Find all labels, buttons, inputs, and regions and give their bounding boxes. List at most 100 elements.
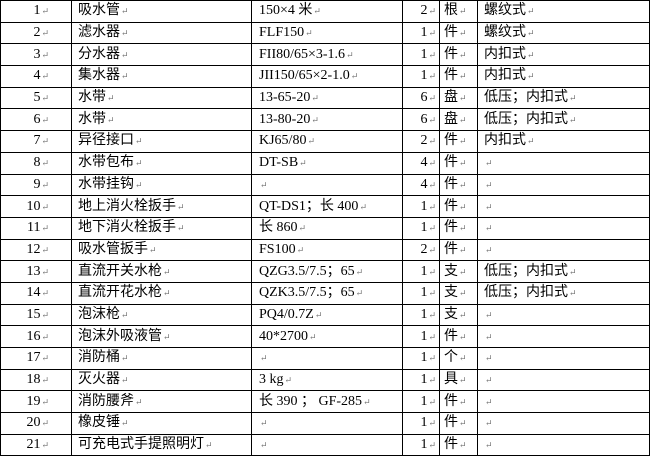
item-name: 吸水管 [71, 0, 252, 23]
item-note: 内扣式 [477, 130, 650, 153]
item-unit: 件 [439, 195, 478, 218]
item-spec: 40*2700 [251, 325, 403, 348]
item-name: 地上消火栓扳手 [71, 195, 252, 218]
item-quantity: 2 [402, 130, 440, 153]
item-spec: QZK3.5/7.5；65 [251, 281, 403, 305]
item-note [477, 325, 650, 348]
item-note [477, 238, 650, 262]
item-name: 直流开花水枪 [71, 281, 252, 305]
item-note [477, 195, 650, 218]
item-name: 地下消火栓扳手 [71, 216, 252, 240]
item-number: 8 [0, 151, 72, 175]
item-note: 低压；内扣式 [477, 108, 650, 132]
item-number: 21 [0, 433, 72, 456]
item-number: 18 [0, 368, 72, 392]
item-name: 泡沫外吸液管 [71, 325, 252, 348]
item-number: 12 [0, 238, 72, 262]
item-note [477, 151, 650, 175]
item-unit: 件 [439, 238, 478, 262]
item-name: 集水器 [71, 65, 252, 88]
table-row: 12吸水管扳手FS1002件 [0, 238, 650, 262]
item-number: 7 [0, 130, 72, 153]
item-unit: 件 [439, 325, 478, 348]
item-quantity: 1 [402, 195, 440, 218]
item-quantity: 1 [402, 43, 440, 67]
item-unit: 支 [439, 281, 478, 305]
table-row: 21可充电式手提照明灯 1件 [0, 433, 650, 456]
item-quantity: 1 [402, 390, 440, 414]
item-quantity: 6 [402, 86, 440, 110]
item-number: 6 [0, 108, 72, 132]
item-quantity: 1 [402, 65, 440, 88]
item-note [477, 368, 650, 392]
table-row: 20橡皮锤 1件 [0, 412, 650, 435]
item-note: 低压；内扣式 [477, 260, 650, 283]
item-quantity: 4 [402, 173, 440, 197]
item-quantity: 1 [402, 433, 440, 456]
item-spec: 3 kg [251, 368, 403, 392]
item-note: 螺纹式 [477, 21, 650, 45]
item-name: 消防桶 [71, 347, 252, 370]
item-unit: 件 [439, 390, 478, 414]
item-spec: 150×4 米 [251, 0, 403, 23]
item-note [477, 216, 650, 240]
item-unit: 盘 [439, 86, 478, 110]
item-note: 内扣式 [477, 65, 650, 88]
item-note: 螺纹式 [477, 0, 650, 23]
item-quantity: 1 [402, 21, 440, 45]
item-spec: QT-DS1；长 400 [251, 195, 403, 218]
item-quantity: 1 [402, 368, 440, 392]
table-row: 2滤水器FLF1501件螺纹式 [0, 21, 650, 45]
table-row: 19消防腰斧长 390 ； GF-2851件 [0, 390, 650, 414]
item-unit: 支 [439, 260, 478, 283]
item-number: 20 [0, 412, 72, 435]
item-unit: 个 [439, 347, 478, 370]
item-spec: PQ4/0.7Z [251, 303, 403, 327]
item-note: 低压；内扣式 [477, 86, 650, 110]
item-unit: 件 [439, 43, 478, 67]
table-row: 16泡沫外吸液管40*27001件 [0, 325, 650, 348]
item-note [477, 433, 650, 456]
item-unit: 件 [439, 21, 478, 45]
item-spec: 长 860 [251, 216, 403, 240]
item-note [477, 347, 650, 370]
item-unit: 件 [439, 412, 478, 435]
table-row: 14直流开花水枪QZK3.5/7.5；651支低压；内扣式 [0, 281, 650, 305]
table-row: 7异径接口KJ65/802件内扣式 [0, 130, 650, 153]
item-unit: 件 [439, 130, 478, 153]
item-note [477, 303, 650, 327]
item-spec: FLF150 [251, 21, 403, 45]
table-row: 10地上消火栓扳手QT-DS1；长 4001件 [0, 195, 650, 218]
table-row: 17消防桶 1个 [0, 347, 650, 370]
item-unit: 盘 [439, 108, 478, 132]
item-note [477, 390, 650, 414]
item-name: 吸水管扳手 [71, 238, 252, 262]
item-spec: DT-SB [251, 151, 403, 175]
table-row: 6水带13-80-206盘低压；内扣式 [0, 108, 650, 132]
item-quantity: 4 [402, 151, 440, 175]
item-name: 异径接口 [71, 130, 252, 153]
item-spec: FII80/65×3-1.6 [251, 43, 403, 67]
item-spec: KJ65/80 [251, 130, 403, 153]
item-unit: 件 [439, 65, 478, 88]
item-name: 水带挂钩 [71, 173, 252, 197]
item-quantity: 2 [402, 238, 440, 262]
item-number: 5 [0, 86, 72, 110]
item-spec [251, 412, 403, 435]
item-number: 1 [0, 0, 72, 23]
item-name: 水带包布 [71, 151, 252, 175]
item-name: 橡皮锤 [71, 412, 252, 435]
item-quantity: 1 [402, 412, 440, 435]
item-quantity: 1 [402, 260, 440, 283]
item-quantity: 2 [402, 0, 440, 23]
item-quantity: 1 [402, 281, 440, 305]
item-number: 3 [0, 43, 72, 67]
item-name: 可充电式手提照明灯 [71, 433, 252, 456]
item-name: 滤水器 [71, 21, 252, 45]
item-unit: 根 [439, 0, 478, 23]
table-row: 1吸水管150×4 米2根螺纹式 [0, 0, 650, 23]
item-number: 11 [0, 216, 72, 240]
item-note: 低压；内扣式 [477, 281, 650, 305]
item-unit: 支 [439, 303, 478, 327]
